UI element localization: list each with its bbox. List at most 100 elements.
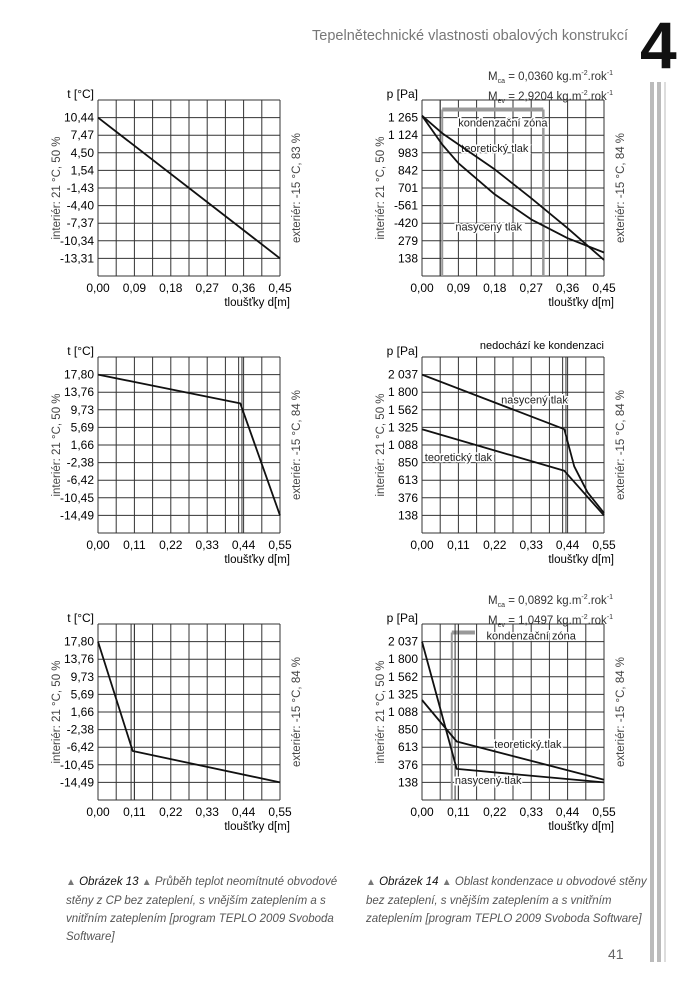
unit: .rok — [587, 594, 607, 607]
x-axis-title: tloušťky d[m] — [548, 554, 614, 566]
chart-svg: t [°C] 17,80 13,76 9,73 5,69 1,66 -2,38 -6,42 -1… — [51, 344, 303, 566]
y-tick-label: 1,54 — [71, 163, 95, 177]
y-tick-label: 17,80 — [64, 368, 94, 382]
y-tick-label: 613 — [398, 473, 418, 487]
margin-stripe — [657, 82, 661, 962]
y-tick-label: 2 037 — [388, 635, 418, 649]
x-tick-label: 0,22 — [483, 538, 507, 552]
y-tick-label: 2 037 — [388, 368, 418, 382]
x-tick-label: 0,18 — [483, 281, 507, 295]
series-line-nasycen-tlak — [421, 641, 605, 784]
x-tick-label: 0,36 — [232, 281, 256, 295]
x-tick-label: 0,00 — [410, 281, 434, 295]
y-tick-label: -420 — [394, 216, 418, 230]
exponent: -2 — [581, 90, 588, 98]
x-axis-title: tloušťky d[m] — [224, 554, 290, 566]
unit: .rok — [587, 614, 607, 627]
x-tick-label: 0,27 — [520, 281, 544, 295]
x-tick-label: 0,00 — [410, 805, 434, 819]
x-tick-label: 0,11 — [447, 805, 470, 819]
moisture-ca: Mca = 0,0892 kg.m-2.rok-1 — [488, 592, 613, 612]
caption-label: Obrázek 13 — [79, 876, 139, 888]
chart-svg: p [Pa] 1 265 1 124 983 842 701 -561 -420 279 138 0… — [375, 87, 627, 309]
annotation-label: nasycený tlak — [455, 221, 522, 233]
y-tick-label: 7,47 — [71, 128, 95, 142]
exponent: -1 — [606, 594, 614, 601]
chart-c1: t [°C] 10,44 7,47 4,50 1,54 -1,43 -4,40 -7,37 -1… — [38, 70, 358, 310]
x-tick-label: 0,45 — [592, 281, 616, 295]
y-tick-label: 138 — [398, 508, 418, 522]
x-tick-label: 0,33 — [196, 538, 220, 552]
subscript: ca — [497, 602, 505, 610]
plot-area: p [Pa] 2 037 1 800 1 562 1 325 1 088 850 613 376… — [375, 340, 627, 566]
x-tick-label: 0,09 — [447, 281, 471, 295]
y-tick-label: 376 — [398, 758, 418, 772]
y-tick-label: 5,69 — [71, 687, 95, 701]
y-tick-label: 701 — [398, 181, 418, 195]
plot-area: t [°C] 17,80 13,76 9,73 5,69 1,66 -2,38 -6,42 -1… — [51, 344, 303, 566]
exterior-label: exteriér: -15 °C, 84 % — [615, 390, 627, 500]
x-tick-label: 0,00 — [410, 538, 434, 552]
value: = 2,9204 kg.m — [508, 90, 582, 103]
exponent: -2 — [581, 70, 588, 77]
chart-svg: t [°C] 10,44 7,47 4,50 1,54 -1,43 -4,40 -7,37 -1… — [51, 87, 303, 309]
series-line-nasycen-tlak — [421, 373, 605, 514]
y-tick-label: -1,43 — [67, 181, 95, 195]
x-tick-label: 0,44 — [556, 805, 580, 819]
moisture-balance: Mca = 0,0360 kg.m-2.rok-1 Mev = 2,9204 kg… — [488, 68, 613, 108]
series-line-teoretick-tlak — [421, 699, 605, 781]
annotation-label: kondenzační zóna — [458, 118, 548, 130]
unit: .rok — [587, 70, 607, 83]
moisture-ev: Mev = 2,9204 kg.m-2.rok-1 — [488, 88, 613, 108]
moisture-ca: Mca = 0,0360 kg.m-2.rok-1 — [488, 68, 613, 88]
series-line-teplota — [97, 116, 281, 260]
y-tick-label: 1 800 — [388, 652, 418, 666]
y-tick-label: 1 562 — [388, 670, 418, 684]
y-tick-label: -561 — [394, 199, 418, 213]
x-tick-label: 0,11 — [447, 538, 470, 552]
y-axis-title: p [Pa] — [387, 611, 418, 625]
y-tick-label: -10,34 — [60, 234, 94, 248]
series-line-teoretick-tlak — [421, 428, 605, 516]
interior-label: interiér: 21 °C, 50 % — [375, 660, 387, 763]
exponent: -1 — [606, 70, 614, 77]
x-axis-title: tloušťky d[m] — [548, 297, 614, 309]
exponent: -1 — [606, 90, 614, 98]
y-tick-label: 4,50 — [71, 146, 95, 160]
caption-figure-14: ▲ Obrázek 14 ▲ Oblast kondenzace u obvod… — [366, 876, 647, 925]
no-condensation-note: nedochází ke kondenzaci — [480, 340, 604, 352]
y-tick-label: 9,73 — [71, 670, 95, 684]
exponent: -1 — [606, 614, 614, 622]
y-tick-label: 850 — [398, 456, 418, 470]
y-axis-title: p [Pa] — [387, 344, 418, 358]
x-tick-label: 0,00 — [86, 805, 110, 819]
chart-c3: t [°C] 17,80 13,76 9,73 5,69 1,66 -2,38 -6,42 -1… — [38, 327, 358, 567]
x-tick-label: 0,33 — [196, 805, 220, 819]
y-tick-label: 376 — [398, 491, 418, 505]
y-tick-label: 1 088 — [388, 705, 418, 719]
annotation-label: kondenzační zóna — [487, 631, 577, 643]
y-tick-label: -7,37 — [67, 216, 95, 230]
y-tick-label: 1 562 — [388, 403, 418, 417]
x-tick-label: 0,33 — [520, 538, 544, 552]
moisture-balance: Mca = 0,0892 kg.m-2.rok-1 Mev = 1,0497 kg… — [488, 592, 613, 632]
x-tick-label: 0,44 — [556, 538, 580, 552]
y-tick-label: 1 124 — [388, 128, 418, 142]
y-tick-label: 9,73 — [71, 403, 95, 417]
y-tick-label: 138 — [398, 775, 418, 789]
y-axis-title: t [°C] — [67, 611, 94, 625]
symbol: M — [488, 614, 498, 627]
y-tick-label: -4,40 — [67, 199, 95, 213]
symbol: M — [488, 90, 498, 103]
y-tick-label: -10,45 — [60, 491, 94, 505]
plot-area: t [°C] 17,80 13,76 9,73 5,69 1,66 -2,38 -6,42 -1… — [51, 611, 303, 833]
x-tick-label: 0,09 — [123, 281, 147, 295]
x-tick-label: 0,55 — [592, 538, 616, 552]
running-header: Tepelnětechnické vlastnosti obalových ko… — [312, 28, 628, 44]
exterior-label: exteriér: -15 °C, 83 % — [291, 133, 303, 243]
chart-svg: p [Pa] 2 037 1 800 1 562 1 325 1 088 850 613 376… — [375, 611, 627, 833]
series-line-teoretick-tlak — [421, 115, 605, 261]
x-tick-label: 0,00 — [86, 281, 110, 295]
page-number: 41 — [608, 946, 624, 962]
